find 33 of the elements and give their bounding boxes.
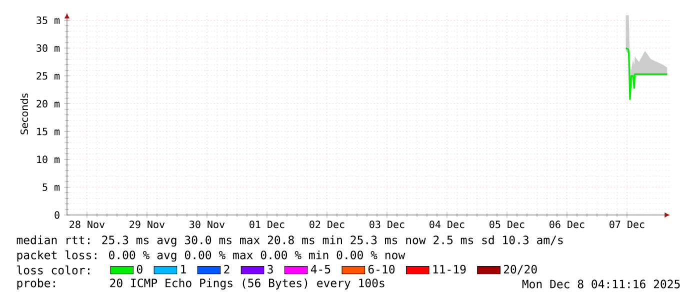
x-tick-label: 05 Dec — [490, 220, 524, 228]
x-tick-label: 29 Nov — [130, 220, 165, 228]
y-tick-label: 15 m — [37, 128, 60, 136]
legend-label: 3 — [268, 264, 273, 274]
y-tick-label: 30 m — [36, 44, 60, 52]
text: Mon Dec 8 04:11:16 2025 — [522, 280, 680, 288]
y-tick-label: 10 m — [37, 156, 60, 164]
y-tick-label: 35 m — [36, 16, 60, 24]
y-tick-label: 0 — [54, 211, 60, 219]
y-axis-title: Seconds — [20, 93, 28, 134]
y-tick-label: 20 m — [36, 100, 60, 108]
x-tick-label: 03 Dec — [370, 220, 404, 228]
legend-label: 4-5 — [310, 264, 330, 274]
text: probe: — [17, 278, 55, 290]
legend-label: 0 — [136, 264, 142, 274]
legend-title: loss color: — [17, 266, 90, 274]
y-tick-label: 25 m — [36, 72, 60, 80]
text: 20 ICMP Echo Pings (56 Bytes) every 100s — [110, 278, 384, 290]
legend-label: 11-19 — [433, 264, 466, 274]
legend-label: 6-10 — [368, 264, 395, 274]
x-tick-label: 28 Nov — [70, 220, 105, 228]
y-tick-label: 5 m — [42, 183, 60, 191]
legend-label: 20/20 — [504, 264, 537, 274]
x-tick-label: 06 Dec — [550, 220, 584, 228]
legend-label: 1 — [181, 264, 186, 274]
x-tick-label: 30 Nov — [190, 220, 225, 228]
x-tick-label: 01 Dec — [250, 220, 284, 228]
text: packet loss: 0.00 % avg 0.00 % max 0.00 % min 0.00 % now — [17, 250, 406, 262]
x-tick-label: 07 Dec — [610, 220, 644, 228]
x-tick-label: 02 Dec — [310, 220, 344, 228]
legend-label: 2 — [224, 264, 230, 274]
x-tick-label: 04 Dec — [430, 220, 464, 228]
text: median rtt: 25.3 ms avg 30.0 ms max 20.8 ms min 25.3 ms now 2.5 ms sd 10.3 am/s — [16, 235, 563, 247]
